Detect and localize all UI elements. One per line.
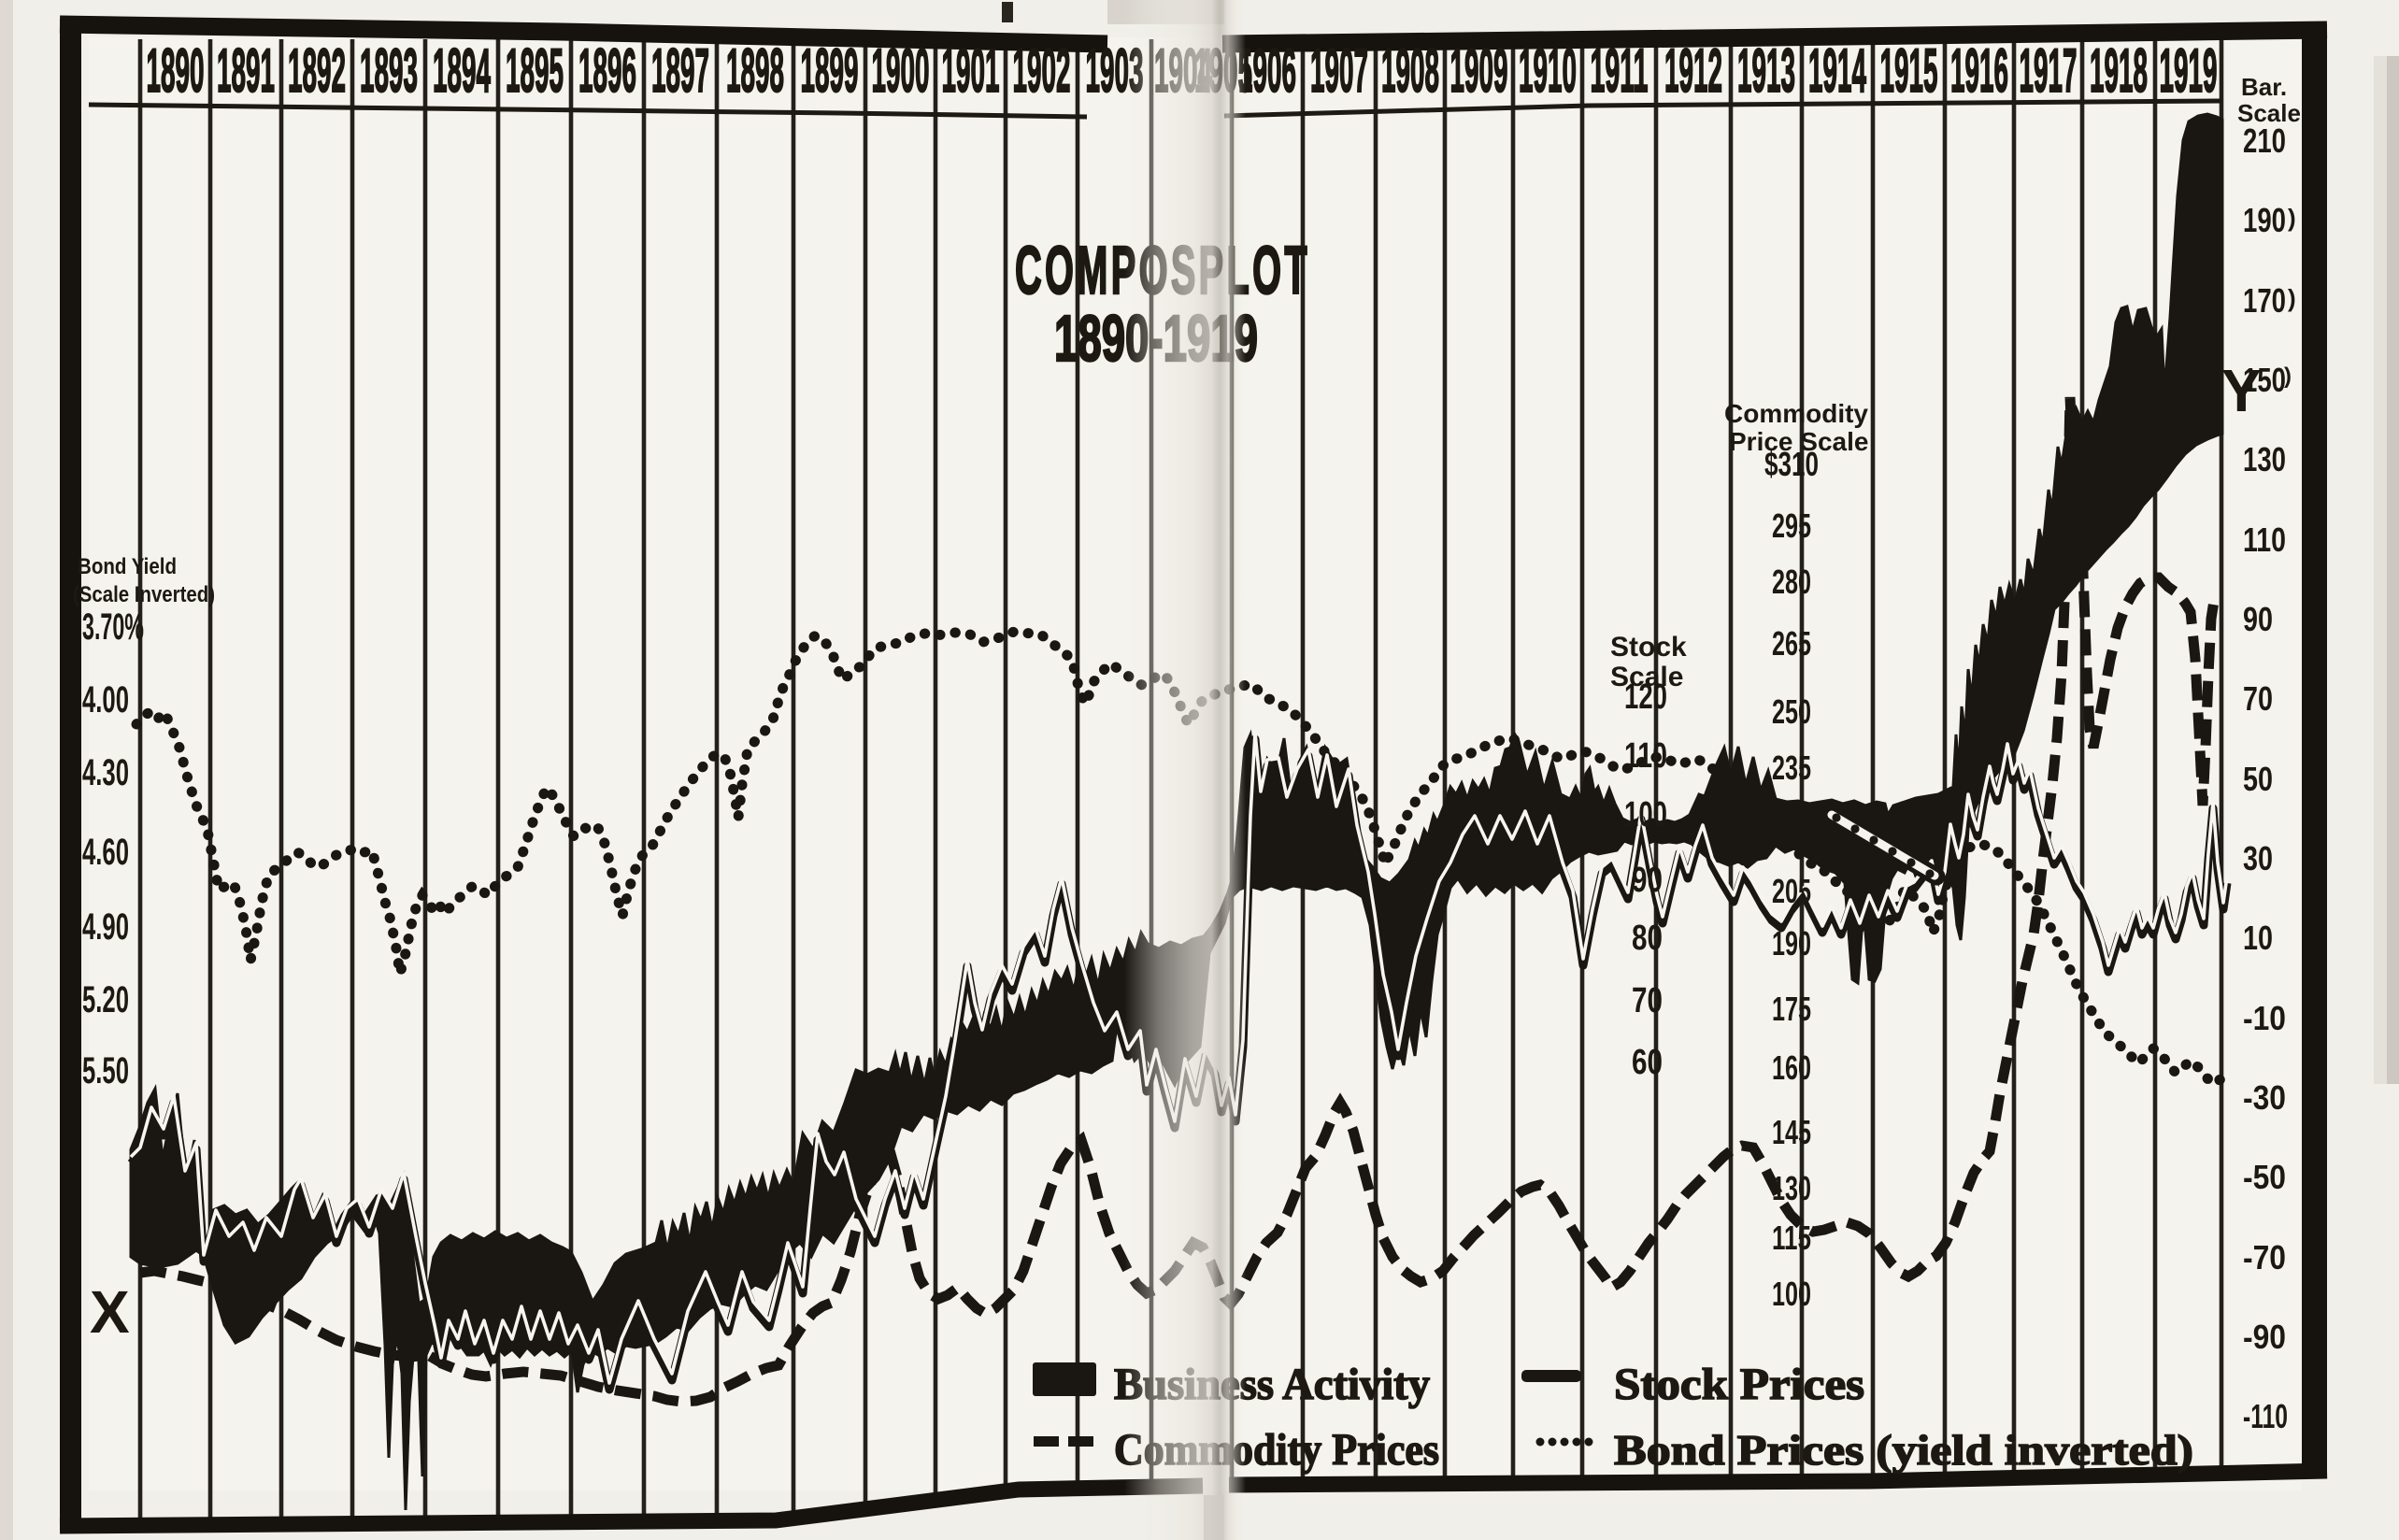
svg-text:Bar.: Bar.: [2241, 73, 2287, 101]
svg-text:-50: -50: [2243, 1158, 2286, 1196]
svg-text:90: 90: [2243, 600, 2273, 638]
svg-text:30: 30: [2243, 839, 2273, 877]
svg-text:1900: 1900: [872, 36, 930, 105]
svg-text:1907: 1907: [1310, 36, 1368, 105]
svg-text:175: 175: [1772, 990, 1811, 1028]
svg-text:1908: 1908: [1381, 36, 1439, 105]
svg-text:X: X: [90, 1278, 130, 1346]
svg-text:1896: 1896: [578, 36, 636, 105]
svg-text:130: 130: [1772, 1169, 1811, 1207]
svg-text:3.70%: 3.70%: [82, 606, 144, 648]
svg-text:1910: 1910: [1519, 36, 1577, 105]
svg-text:1892: 1892: [288, 36, 346, 105]
svg-text:4.00: 4.00: [82, 679, 129, 720]
svg-text:120: 120: [1624, 677, 1667, 717]
svg-text:-110: -110: [2243, 1397, 2288, 1435]
svg-text:50: 50: [2243, 760, 2273, 798]
svg-text:210: 210: [2243, 121, 2286, 160]
svg-text:1893: 1893: [360, 36, 418, 105]
svg-text:): ): [2288, 204, 2296, 232]
svg-text:150: 150: [2243, 361, 2286, 399]
svg-text:110: 110: [1624, 736, 1667, 776]
svg-text:Price Scale: Price Scale: [1729, 427, 1868, 456]
svg-text:5.20: 5.20: [82, 979, 129, 1020]
svg-text:130: 130: [2243, 440, 2286, 478]
svg-text:1894: 1894: [433, 36, 491, 105]
svg-text:4.60: 4.60: [82, 832, 129, 873]
svg-text:Y: Y: [2221, 357, 2262, 424]
svg-text:1897: 1897: [651, 36, 709, 105]
svg-text:280: 280: [1772, 563, 1811, 601]
svg-text:1914: 1914: [1808, 36, 1866, 105]
svg-text:1911: 1911: [1591, 36, 1649, 105]
svg-text:Stock: Stock: [1610, 632, 1687, 663]
svg-text:205: 205: [1772, 872, 1811, 910]
svg-text:90: 90: [1632, 861, 1663, 900]
svg-text:Scale: Scale: [2237, 99, 2301, 127]
svg-text:1917: 1917: [2020, 36, 2078, 105]
svg-text:Bond Yield: Bond Yield: [78, 554, 177, 579]
svg-text:): ): [2284, 364, 2292, 389]
svg-text:-30: -30: [2243, 1078, 2286, 1117]
svg-text:160: 160: [1772, 1048, 1811, 1087]
svg-text:100: 100: [1624, 795, 1667, 834]
svg-text:-70: -70: [2243, 1238, 2286, 1276]
svg-text:1899: 1899: [801, 36, 859, 105]
svg-text:-90: -90: [2243, 1318, 2286, 1356]
svg-text:1912: 1912: [1664, 36, 1722, 105]
svg-text:60: 60: [1632, 1043, 1663, 1082]
svg-text:115: 115: [1772, 1219, 1811, 1257]
svg-text:1919: 1919: [2160, 36, 2218, 105]
svg-text:70: 70: [1632, 981, 1663, 1020]
svg-text:4.90: 4.90: [82, 906, 129, 948]
svg-text:265: 265: [1772, 624, 1811, 663]
svg-text:250: 250: [1772, 692, 1811, 731]
svg-text:190: 190: [1772, 924, 1811, 962]
svg-text:1902: 1902: [1013, 36, 1071, 105]
svg-text:110: 110: [2243, 520, 2286, 559]
svg-text:1898: 1898: [726, 36, 784, 105]
svg-text:70: 70: [2243, 679, 2273, 718]
svg-text:(Scale Inverted): (Scale Inverted): [73, 582, 215, 607]
svg-text:1906: 1906: [1238, 36, 1296, 105]
svg-text:145: 145: [1772, 1113, 1811, 1151]
svg-text:190: 190: [2243, 201, 2286, 239]
svg-text:100: 100: [1772, 1275, 1811, 1313]
svg-text:1913: 1913: [1737, 36, 1795, 105]
svg-text:295: 295: [1772, 506, 1811, 545]
svg-text:Stock Prices: Stock Prices: [1614, 1360, 1864, 1409]
svg-text:1891: 1891: [217, 36, 275, 105]
svg-text:1901: 1901: [942, 36, 1000, 105]
svg-text:1890: 1890: [147, 36, 205, 105]
svg-text:1895: 1895: [506, 36, 564, 105]
svg-text:Bond Prices (yield inverted): Bond Prices (yield inverted): [1614, 1426, 2193, 1474]
svg-text:Scale: Scale: [1610, 662, 1683, 692]
svg-text:10: 10: [2243, 919, 2273, 957]
svg-text:$310: $310: [1764, 445, 1819, 483]
svg-text:80: 80: [1632, 919, 1663, 958]
svg-text:1918: 1918: [2090, 36, 2148, 105]
svg-text:-10: -10: [2243, 999, 2286, 1037]
svg-text:4.30: 4.30: [82, 752, 129, 793]
svg-text:1916: 1916: [1950, 36, 2008, 105]
svg-text:): ): [2288, 284, 2296, 312]
svg-text:Commodity: Commodity: [1724, 399, 1868, 428]
svg-text:1915: 1915: [1880, 36, 1938, 105]
svg-text:235: 235: [1772, 749, 1811, 787]
svg-text:170: 170: [2243, 281, 2286, 320]
svg-text:5.50: 5.50: [82, 1050, 129, 1091]
svg-text:1909: 1909: [1450, 36, 1508, 105]
